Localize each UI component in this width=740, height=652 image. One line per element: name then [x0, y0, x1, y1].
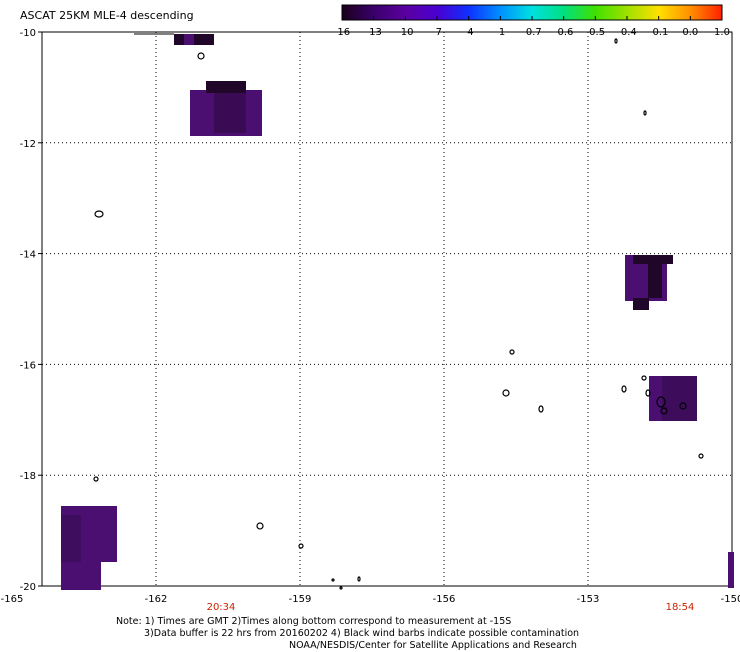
island-outline	[502, 389, 510, 397]
island-outlines	[93, 38, 704, 590]
island-outline	[660, 407, 668, 415]
island-outline	[679, 402, 687, 410]
island-outline	[656, 396, 666, 408]
island-outline	[339, 586, 343, 590]
swath-block	[728, 552, 734, 588]
lon-label: -153	[577, 594, 600, 605]
product-title: ASCAT 25KM MLE-4 descending	[20, 9, 194, 22]
island-outline	[643, 110, 647, 116]
island-outline	[614, 38, 618, 44]
swath-block	[633, 298, 649, 310]
swath-block	[61, 515, 81, 562]
swath-block	[662, 376, 697, 421]
lat-label: -12	[20, 139, 36, 150]
island-outline	[256, 522, 264, 530]
island-outline	[197, 52, 205, 60]
swath-block	[633, 255, 673, 264]
swath-block	[206, 81, 246, 93]
swath-block	[194, 34, 214, 45]
island-outline	[698, 453, 704, 459]
lat-label: -10	[20, 28, 36, 39]
swath-block	[214, 93, 246, 133]
island-outline	[509, 349, 515, 355]
island-outline	[93, 476, 99, 482]
lon-label: -159	[289, 594, 312, 605]
lat-label: -14	[20, 250, 36, 261]
lat-label: -18	[20, 471, 36, 482]
swath-block	[648, 264, 662, 298]
island-outline	[94, 210, 104, 218]
lon-label: -165	[1, 594, 24, 605]
lon-label: -150	[721, 594, 740, 605]
island-outline	[331, 578, 335, 582]
swath-block	[61, 562, 101, 590]
longitude-labels: -165 -162 -159 -156 -153 -150	[1, 594, 740, 605]
island-outline	[645, 389, 651, 397]
note-line-3: NOAA/NESDIS/Center for Satellite Applica…	[289, 640, 577, 651]
note-line-1: Note: 1) Times are GMT 2)Times along bot…	[116, 616, 512, 627]
latitude-labels: -10 -12 -14 -16 -18 -20	[20, 28, 42, 593]
wind-swaths	[61, 33, 734, 590]
time-labels: 20:34 18:54	[207, 602, 695, 613]
graticule	[42, 32, 732, 586]
pass-time-label: 20:34	[207, 602, 236, 613]
swath-block	[174, 34, 184, 45]
lat-label: -20	[20, 582, 36, 593]
lon-label: -156	[433, 594, 456, 605]
lon-label: -162	[145, 594, 168, 605]
note-line-2: 3)Data buffer is 22 hrs from 20160202 4)…	[144, 628, 580, 639]
island-outline	[641, 375, 647, 381]
lat-label: -16	[20, 360, 36, 371]
island-outline	[298, 543, 304, 549]
island-outline	[621, 385, 627, 393]
map-frame	[41, 31, 733, 587]
island-outline	[357, 576, 361, 582]
pass-time-label: 18:54	[666, 602, 695, 613]
island-outline	[538, 405, 544, 413]
